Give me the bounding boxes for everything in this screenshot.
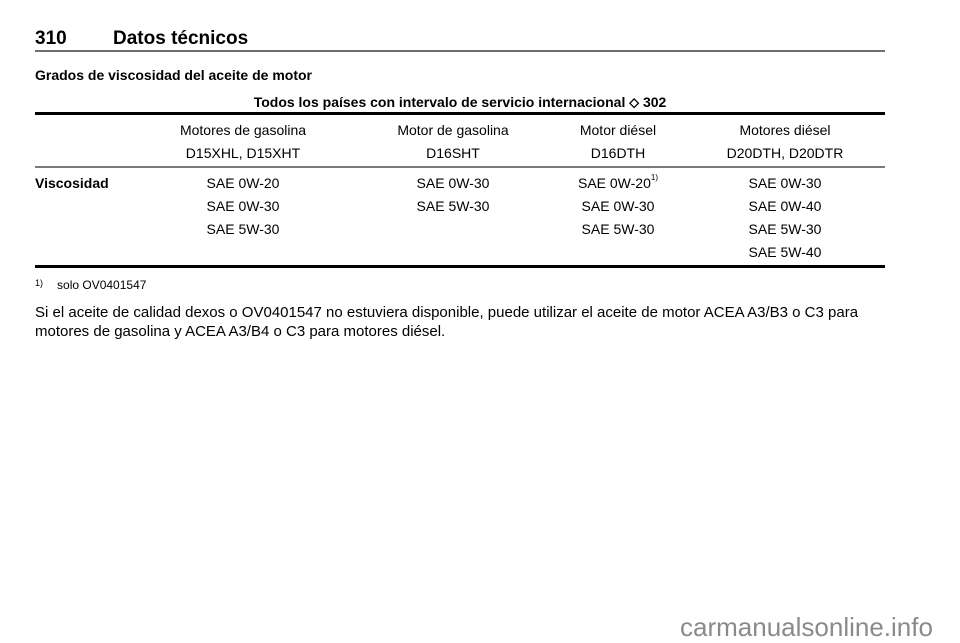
engine-type: Motores diésel [739,122,831,138]
footnote-text: solo OV0401547 [57,278,147,292]
arrow-reference-icon: ⬦ [629,94,640,110]
viscosity-value: SAE 5W-40 [748,244,822,260]
viscosity-value-with-footnote: SAE 0W-201) [523,172,713,195]
caption-ref-page[interactable]: 302 [642,94,667,110]
column-header: Motor de gasolina D16SHT [358,119,548,165]
table-header-rule [35,166,885,168]
body-paragraph: Si el aceite de calidad dexos o OV040154… [35,304,859,340]
footnote-marker: 1) [650,173,658,182]
viscosity-cell: SAE 0W-20 SAE 0W-30 SAE 5W-30 [148,172,338,241]
table-top-rule [35,112,885,115]
footnote-marker: 1) [35,278,44,288]
footnote: 1) solo OV0401547 [35,278,146,292]
viscosity-value: SAE 0W-20 [206,175,280,191]
watermark: carmanualsonline.info [680,612,933,642]
viscosity-value: SAE 5W-30 [206,221,280,237]
viscosity-value: SAE 0W-30 [416,175,490,191]
table-bottom-rule [35,265,885,268]
page-title: Datos técnicos [113,28,249,49]
engine-type: Motor diésel [579,122,657,138]
page-number: 310 [35,28,67,49]
viscosity-value: SAE 5W-30 [581,221,655,237]
viscosity-value: SAE 0W-20 [577,175,651,191]
section-heading: Grados de viscosidad del aceite de motor [35,67,312,83]
table-caption: Todos los países con intervalo de servic… [35,94,885,111]
column-header: Motores diésel D20DTH, D20DTR [690,119,880,165]
engine-type: Motor de gasolina [397,122,509,138]
engine-codes: D20DTH, D20DTR [726,145,844,161]
column-header: Motor diésel D16DTH [523,119,713,165]
column-header: Motores de gasolina D15XHL, D15XHT [148,119,338,165]
engine-type: Motores de gasolina [179,122,307,138]
viscosity-value: SAE 5W-30 [416,198,490,214]
viscosity-value: SAE 0W-30 [581,198,655,214]
caption-text: Todos los países con intervalo de servic… [253,94,626,110]
engine-codes: D15XHL, D15XHT [185,145,301,161]
header-rule [35,50,885,52]
engine-codes: D16DTH [590,145,646,161]
viscosity-cell: SAE 0W-30 SAE 5W-30 [358,172,548,218]
engine-codes: D16SHT [426,145,480,161]
viscosity-value: SAE 5W-30 [748,221,822,237]
viscosity-value: SAE 0W-40 [748,198,822,214]
viscosity-value: SAE 0W-30 [748,175,822,191]
row-label: Viscosidad [35,175,109,191]
viscosity-cell: SAE 0W-201) SAE 0W-30 SAE 5W-30 [523,172,713,241]
viscosity-value: SAE 0W-30 [206,198,280,214]
viscosity-cell: SAE 0W-30 SAE 0W-40 SAE 5W-30 SAE 5W-40 [690,172,880,264]
